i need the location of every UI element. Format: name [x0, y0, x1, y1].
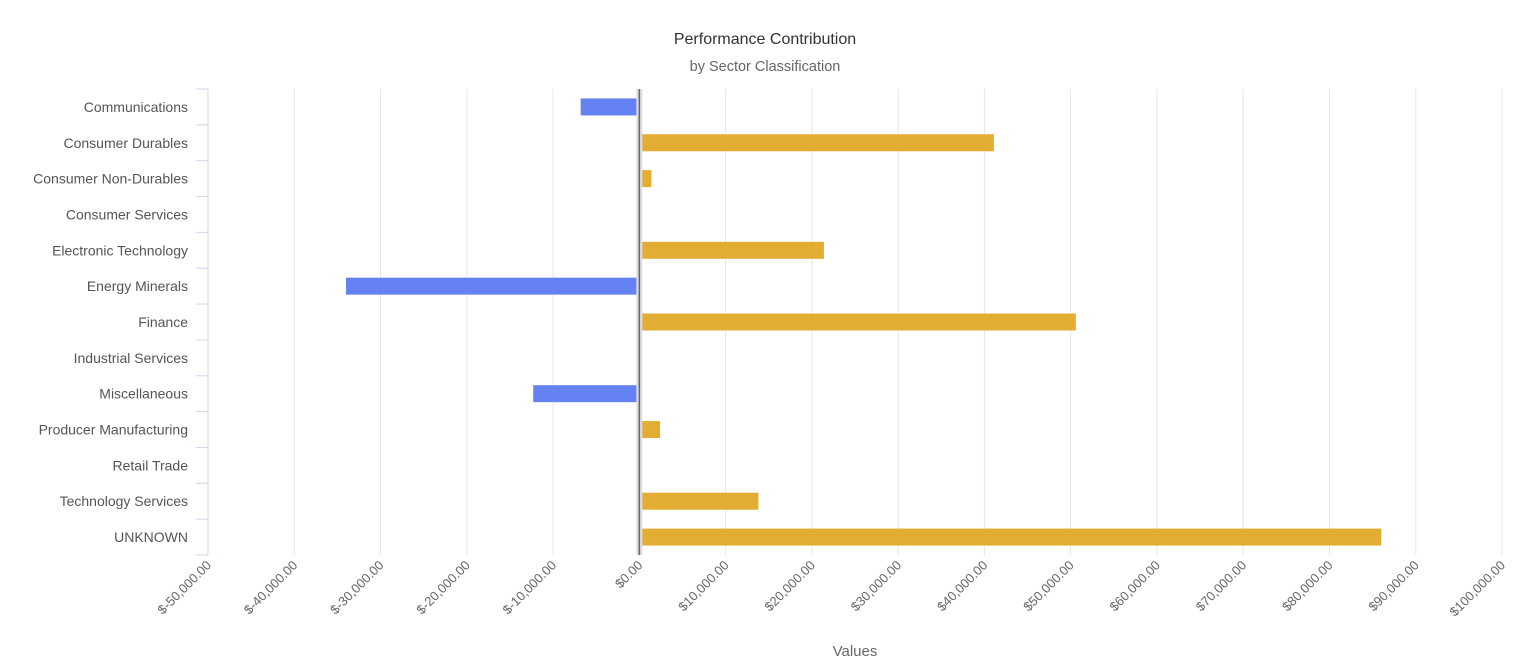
bar-miscellaneous[interactable] [533, 385, 640, 403]
x-tick-label: $-40,000.00 [241, 558, 301, 618]
bar-producer-manufacturing[interactable] [639, 421, 661, 439]
x-tick-label: $60,000.00 [1106, 558, 1163, 615]
bar-electronic-technology[interactable] [639, 241, 824, 259]
x-tick-label: $80,000.00 [1279, 558, 1336, 615]
x-tick-label: $-30,000.00 [327, 558, 387, 618]
category-label: Retail Trade [113, 457, 189, 473]
x-axis-title: Values [833, 643, 878, 656]
bar-communications[interactable] [580, 98, 640, 116]
category-label: Technology Services [60, 493, 188, 509]
bar-consumer-durables[interactable] [639, 134, 994, 152]
category-label: Consumer Non-Durables [33, 171, 188, 187]
category-label: Producer Manufacturing [39, 422, 188, 438]
category-label: Communications [84, 99, 188, 115]
x-tick-label: $90,000.00 [1365, 558, 1422, 615]
bar-finance[interactable] [639, 313, 1076, 331]
category-labels: Communications Consumer Durables Consumer … [33, 99, 188, 545]
bar-unknown[interactable] [639, 528, 1382, 546]
chart-title: Performance Contribution [674, 31, 856, 48]
x-tick-label: $100,000.00 [1446, 558, 1508, 620]
x-tick-label: $30,000.00 [848, 558, 905, 615]
bars [346, 98, 1382, 546]
x-tick-label: $40,000.00 [934, 558, 991, 615]
axes [196, 88, 643, 556]
x-tick-label: $-50,000.00 [154, 558, 214, 618]
x-tick-labels: $-50,000.00 $-40,000.00 $-30,000.00 $-20,00… [154, 558, 1508, 620]
x-tick-label: $20,000.00 [761, 558, 818, 615]
x-tick-label: $50,000.00 [1020, 558, 1077, 615]
bar-technology-services[interactable] [639, 492, 759, 510]
category-label: Consumer Services [66, 206, 188, 222]
bar-consumer-non-durables[interactable] [639, 170, 652, 188]
category-label: Energy Minerals [87, 278, 188, 294]
chart-subtitle: by Sector Classification [690, 59, 841, 75]
category-label: Finance [138, 314, 188, 330]
x-tick-label: $0.00 [612, 558, 646, 592]
x-tick-label: $10,000.00 [675, 558, 732, 615]
x-tick-label: $-20,000.00 [413, 558, 473, 618]
category-label: Industrial Services [74, 350, 188, 366]
bar-energy-minerals[interactable] [346, 277, 640, 295]
x-tick-label: $70,000.00 [1193, 558, 1250, 615]
category-label: Miscellaneous [99, 386, 188, 402]
category-label: Electronic Technology [52, 242, 188, 258]
category-label: Consumer Durables [64, 135, 189, 151]
x-tick-label: $-10,000.00 [500, 558, 560, 618]
category-label: UNKNOWN [114, 529, 188, 545]
